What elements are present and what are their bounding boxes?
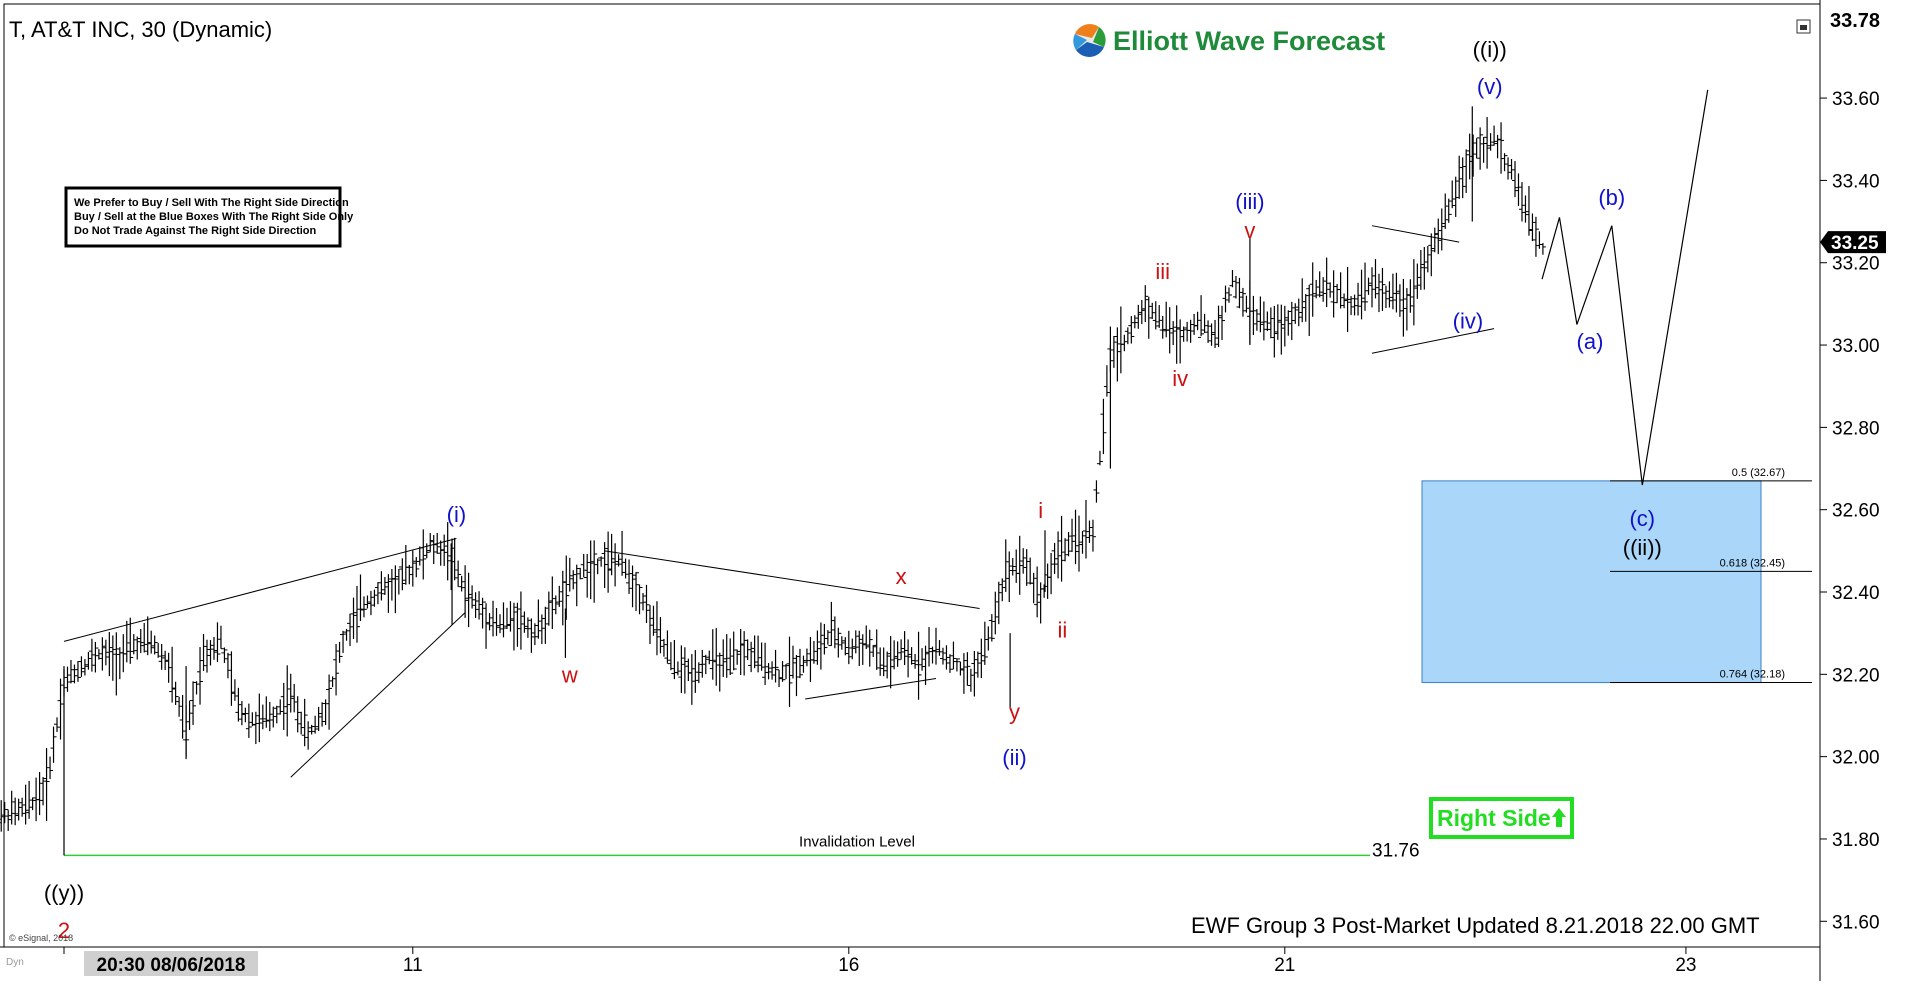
right-side-label: Right Side — [1437, 805, 1551, 831]
price-tick-label: 33.20 — [1832, 254, 1880, 275]
corner-tag: Dyn — [6, 957, 24, 968]
time-tick-label: 11 — [403, 955, 423, 976]
time-ticks: 20:30 08/06/2018 11 16 21 23 — [63, 947, 1696, 976]
last-price-badge: 33.25 — [1820, 231, 1886, 254]
time-tick-label: 21 — [1274, 955, 1295, 976]
wave-label: v — [1244, 218, 1255, 243]
trendline — [63, 538, 457, 642]
price-tick-label: 32.40 — [1832, 583, 1880, 604]
wave-label: iv — [1172, 366, 1188, 391]
notice-box: We Prefer to Buy / Sell With The Right S… — [64, 186, 354, 248]
price-tick-label: 33.40 — [1832, 171, 1880, 192]
trendlines — [63, 225, 1495, 778]
price-tick-label: 33.60 — [1832, 89, 1880, 110]
price-tick-label: 33.00 — [1832, 336, 1880, 357]
wave-label: (iii) — [1235, 189, 1264, 214]
wave-label: (i) — [447, 502, 467, 527]
fib-levels: 0.5 (32.67) 0.618 (32.45) 0.764 (32.18) — [1610, 467, 1812, 684]
ohlc-bars — [0, 106, 1546, 856]
time-tick-label: 20:30 08/06/2018 — [97, 955, 246, 976]
trendline — [1371, 328, 1495, 354]
blue-box-zone — [1421, 480, 1762, 684]
restore-window-icon[interactable] — [1796, 19, 1811, 34]
price-top-label: 33.78 — [1830, 10, 1880, 32]
right-side-badge: Right Side — [1429, 797, 1574, 839]
wave-label: ((y)) — [44, 881, 84, 906]
invalidation-label: Invalidation Level — [799, 833, 915, 850]
price-tick-label: 32.00 — [1832, 748, 1880, 769]
invalidation-level: Invalidation Level 31.76 — [64, 833, 1420, 861]
time-tick-label: 23 — [1675, 955, 1696, 976]
wave-label: (ii) — [1002, 745, 1026, 770]
wave-label: (b) — [1598, 185, 1625, 210]
trendline — [805, 677, 937, 700]
symbol-title: T, AT&T INC, 30 (Dynamic) — [9, 17, 272, 42]
trendline — [1371, 225, 1460, 243]
price-ticks: 33.60 33.40 33.20 33.00 32.80 32.60 32.40 32.20… — [1820, 89, 1880, 933]
time-tick-label: 16 — [838, 955, 859, 976]
up-arrow-icon — [1552, 808, 1566, 827]
trendline — [290, 612, 466, 778]
notice-line-2: Buy / Sell at the Blue Boxes With The Ri… — [74, 211, 354, 223]
fib-level-label: 0.764 (32.18) — [1720, 669, 1785, 681]
footer-update: EWF Group 3 Post-Market Updated 8.21.201… — [1191, 913, 1760, 938]
wave-label: (v) — [1477, 74, 1503, 99]
price-tick-label: 32.80 — [1832, 418, 1880, 439]
fib-level-label: 0.5 (32.67) — [1732, 467, 1785, 479]
plot-frame — [3, 3, 1821, 948]
invalidation-value: 31.76 — [1372, 840, 1420, 861]
wave-label: (iv) — [1453, 309, 1484, 334]
price-tick-label: 31.60 — [1832, 912, 1880, 933]
projection-path — [1541, 89, 1709, 486]
wave-label: ((ii)) — [1623, 535, 1662, 560]
wave-label: (a) — [1577, 329, 1604, 354]
price-tick-label: 31.80 — [1832, 830, 1880, 851]
wave-label: 2 — [58, 918, 70, 943]
price-tick-label: 32.20 — [1832, 665, 1880, 686]
trendline — [604, 550, 980, 609]
wave-label: i — [1038, 498, 1043, 523]
wave-label: ((i)) — [1473, 37, 1507, 62]
wave-label: w — [561, 663, 578, 688]
fib-level-label: 0.618 (32.45) — [1720, 557, 1785, 569]
notice-line-1: We Prefer to Buy / Sell With The Right S… — [74, 197, 349, 209]
time-start-highlight — [84, 951, 258, 976]
copyright-note: © eSignal, 2018 — [9, 933, 73, 943]
brand-logo: Elliott Wave Forecast — [1073, 24, 1385, 57]
wave-label: ii — [1058, 617, 1068, 642]
wave-label: iii — [1155, 259, 1170, 284]
wave-projection — [1541, 89, 1709, 486]
wave-label: (c) — [1629, 506, 1655, 531]
last-price-value: 33.25 — [1831, 233, 1879, 254]
brand-name: Elliott Wave Forecast — [1113, 26, 1385, 56]
notice-line-3: Do Not Trade Against The Right Side Dire… — [74, 225, 317, 237]
last-price-shape — [1820, 231, 1886, 254]
wave-label: y — [1009, 700, 1020, 725]
wave-labels: (i)wxy(ii)iiiiiiiv(iii)v(iv)(v)((i))(a)(… — [44, 37, 1662, 943]
globe-icon — [1073, 24, 1106, 57]
price-tick-label: 32.60 — [1832, 501, 1880, 522]
wave-label: x — [896, 564, 907, 589]
